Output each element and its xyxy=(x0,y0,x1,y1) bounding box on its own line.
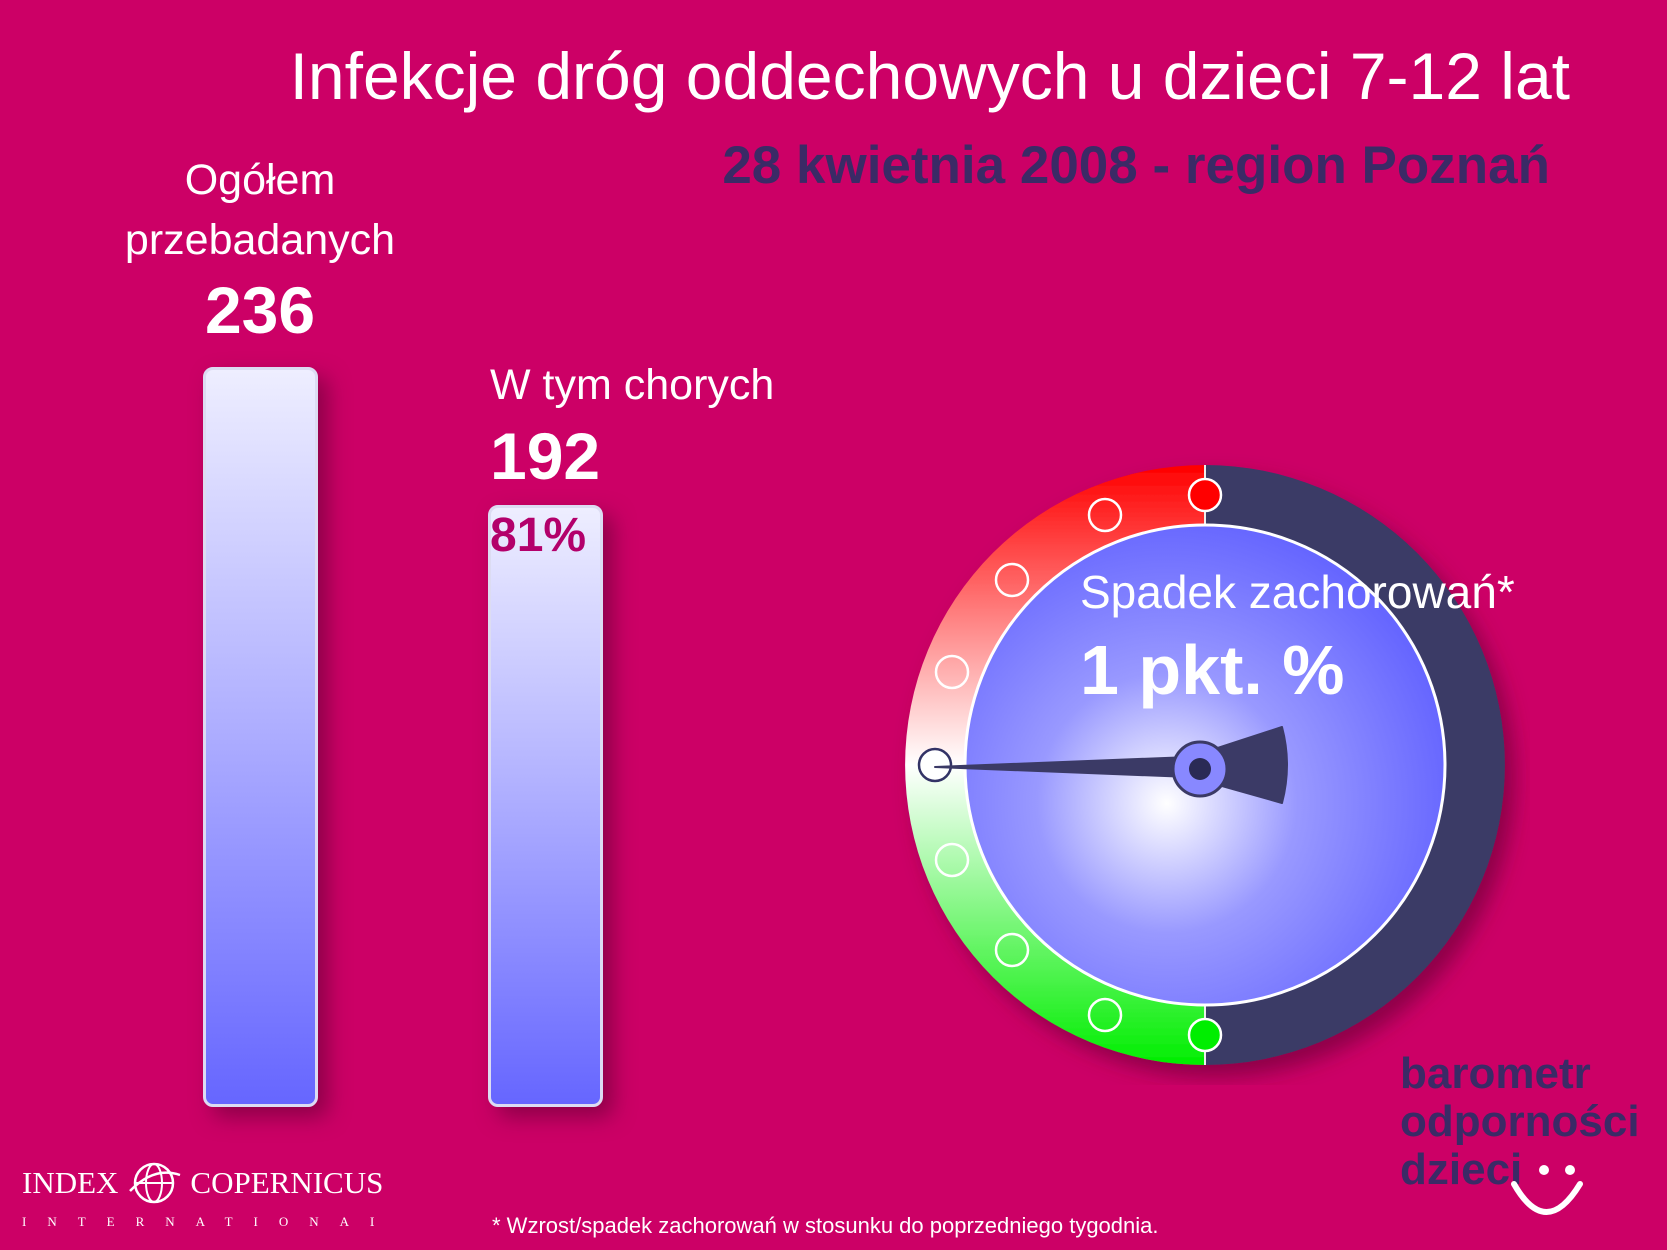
bar-chorzy xyxy=(488,504,603,1107)
bar-2-percent-label: 81% xyxy=(490,509,587,562)
gauge xyxy=(905,465,1505,1065)
gauge-tick xyxy=(994,562,1030,598)
logo-subtitle: INTERNATIONAL xyxy=(22,1214,374,1229)
barometr-line-2: odporności xyxy=(1400,1097,1640,1146)
barometr-line-3: dzieci xyxy=(1400,1145,1523,1194)
gauge-tick xyxy=(917,747,953,783)
gauge-tick-circles xyxy=(917,477,1223,1053)
logo-text-left: INDEX xyxy=(22,1165,119,1200)
gauge-tick xyxy=(1187,477,1223,513)
gauge-tick xyxy=(1087,497,1123,533)
gauge-needle xyxy=(934,726,1288,804)
logo-text-right: COPERNICUS xyxy=(190,1165,384,1200)
gauge-tick xyxy=(934,842,970,878)
page-subtitle: 28 kwietnia 2008 - region Poznań xyxy=(722,136,1550,195)
gauge-label: Spadek zachorowań* xyxy=(1080,566,1515,618)
index-copernicus-logo: INDEX COPERNICUS xyxy=(22,1158,383,1208)
globe-icon xyxy=(129,1162,181,1204)
gauge-tick xyxy=(934,654,970,690)
barometr-logo-text: barometr odporności dzieci xyxy=(1400,1050,1640,1194)
bar-2-value-label: 192 xyxy=(490,419,601,493)
page-title: Infekcje dróg oddechowych u dzieci 7-12 … xyxy=(289,39,1570,113)
bar-2-label-line-1: W tym chorych xyxy=(490,361,775,409)
gauge-tick xyxy=(1187,1017,1223,1053)
bar-1-label-line-1: Ogółem xyxy=(184,156,336,204)
smiley-icon xyxy=(1511,1165,1583,1215)
gauge-value: 1 pkt. % xyxy=(1080,631,1345,709)
footnote: * Wzrost/spadek zachorowań w stosunku do… xyxy=(492,1213,1159,1238)
gauge-tick xyxy=(1087,997,1123,1033)
barometr-line-1: barometr xyxy=(1400,1049,1591,1098)
bar-1-value-label: 236 xyxy=(204,273,316,347)
bar-1-label-line-2: przebadanych xyxy=(124,216,396,264)
bar-2-label: W tym chorych xyxy=(490,355,774,415)
gauge-tick xyxy=(994,932,1030,968)
bar-ogolem xyxy=(203,367,318,1107)
bar-1-label: Ogółem przebadanych xyxy=(105,150,415,270)
